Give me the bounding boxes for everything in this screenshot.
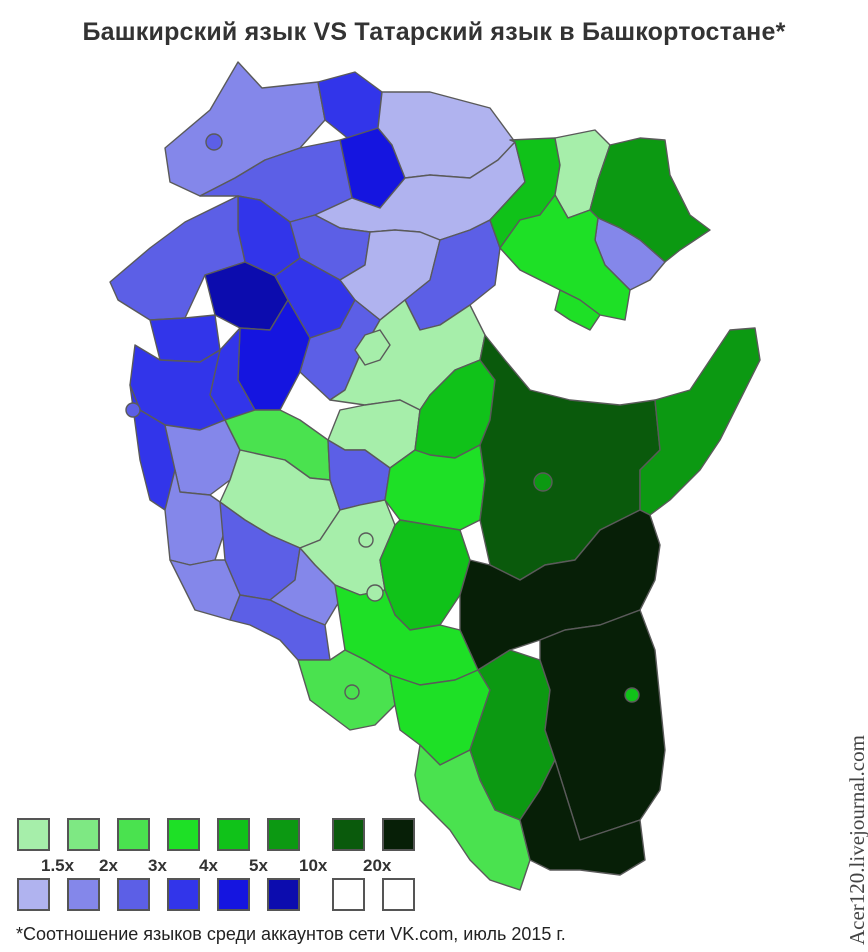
city-district bbox=[533, 472, 553, 492]
city-district bbox=[358, 532, 374, 548]
district-region bbox=[639, 327, 761, 516]
district-region bbox=[169, 559, 241, 621]
city-district bbox=[624, 687, 640, 703]
district-region bbox=[229, 594, 331, 661]
city-district bbox=[344, 684, 360, 700]
legend-ratio-label: 5x bbox=[249, 856, 268, 875]
district-region bbox=[354, 329, 391, 366]
legend-blue-swatch bbox=[382, 878, 415, 911]
legend-blue-swatch bbox=[67, 878, 100, 911]
district-region bbox=[539, 609, 666, 841]
legend-green-swatch bbox=[67, 818, 100, 851]
legend-blue-swatch bbox=[167, 878, 200, 911]
source-credit: Acer120.livejournal.com bbox=[845, 735, 868, 945]
legend-green-swatch bbox=[267, 818, 300, 851]
city-district bbox=[205, 133, 223, 151]
footnote: *Соотношение языков среди аккаунтов сети… bbox=[16, 924, 566, 944]
legend-ratio-label: 3x bbox=[148, 856, 167, 875]
district-region bbox=[149, 314, 221, 363]
district-region bbox=[499, 194, 631, 321]
city-district bbox=[125, 402, 141, 418]
legend-green-swatch bbox=[332, 818, 365, 851]
district-region bbox=[414, 744, 531, 891]
legend-green-swatch bbox=[17, 818, 50, 851]
legend-blue-swatch bbox=[332, 878, 365, 911]
legend-ratio-label: 2x bbox=[99, 856, 118, 875]
legend-blue-swatch bbox=[117, 878, 150, 911]
legend-green-swatch bbox=[382, 818, 415, 851]
legend-ratio-label: 4x bbox=[199, 856, 218, 875]
legend-blue-swatch bbox=[267, 878, 300, 911]
legend-blue-swatch bbox=[17, 878, 50, 911]
district-region bbox=[519, 759, 646, 876]
city-district bbox=[366, 584, 384, 602]
legend-blue-swatch bbox=[217, 878, 250, 911]
district-region bbox=[554, 289, 601, 331]
legend-ratio-label: 1.5x bbox=[41, 856, 75, 875]
legend-green-swatch bbox=[117, 818, 150, 851]
legend-ratio-label: 10x bbox=[299, 856, 328, 875]
legend-green-swatch bbox=[167, 818, 200, 851]
district-region bbox=[164, 61, 326, 197]
legend-ratio-label: 20x bbox=[363, 856, 392, 875]
map-title: Башкирский язык VS Татарский язык в Башк… bbox=[82, 18, 786, 46]
legend-green-swatch bbox=[217, 818, 250, 851]
